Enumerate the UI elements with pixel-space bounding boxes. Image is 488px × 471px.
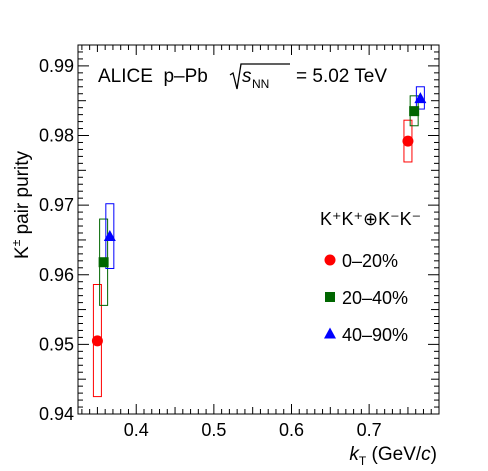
title-prefix: ALICE p–Pb [98,66,208,87]
legend: K⁺K⁺⊕K⁻K⁻ 0–20% 20–40% 40–90% [320,209,421,345]
legend-label: 40–90% [342,325,408,345]
y-axis-label: K± pair purity [9,151,33,259]
x-tick-label: 0.7 [357,420,382,440]
y-tick-label: 0.95 [39,334,74,354]
x-tick-label: 0.5 [201,420,226,440]
legend-header: K⁺K⁺⊕K⁻K⁻ [320,209,421,229]
systematic-box [105,203,115,269]
data-point [414,92,427,104]
title-energy-symbol: s [242,66,252,87]
plot-frame [77,44,440,415]
y-tick-label: 0.98 [39,126,74,146]
data-point [98,257,109,268]
legend-marker [325,292,335,302]
legend-label: 0–20% [342,251,398,271]
y-tick-label: 0.96 [39,265,74,285]
data-markers [91,92,427,347]
legend-marker [324,327,336,339]
sqrt-sign [229,63,290,90]
data-point [409,106,420,117]
systematic-box [415,86,425,110]
chart-title: ALICE p–Pb s NN = 5.02 TeV [98,63,387,91]
x-axis-label: kT (GeV/c) [349,444,437,468]
x-tick-label: 0.4 [124,420,149,440]
axis-ticks [78,45,440,415]
legend-label: 20–40% [342,288,408,308]
legend-marker [324,254,336,266]
axis-tick-labels: 0.4 0.5 0.6 0.7 0.94 0.95 0.96 0.97 0.98 0.99 [39,56,382,440]
title-energy-subscript: NN [252,77,269,91]
y-tick-label: 0.99 [39,56,74,76]
y-tick-label: 0.97 [39,195,74,215]
data-point [402,135,414,147]
x-tick-label: 0.6 [279,420,304,440]
data-point [91,335,103,347]
data-point [103,229,116,241]
title-energy-value: = 5.02 TeV [296,66,387,87]
y-tick-label: 0.94 [39,404,74,424]
